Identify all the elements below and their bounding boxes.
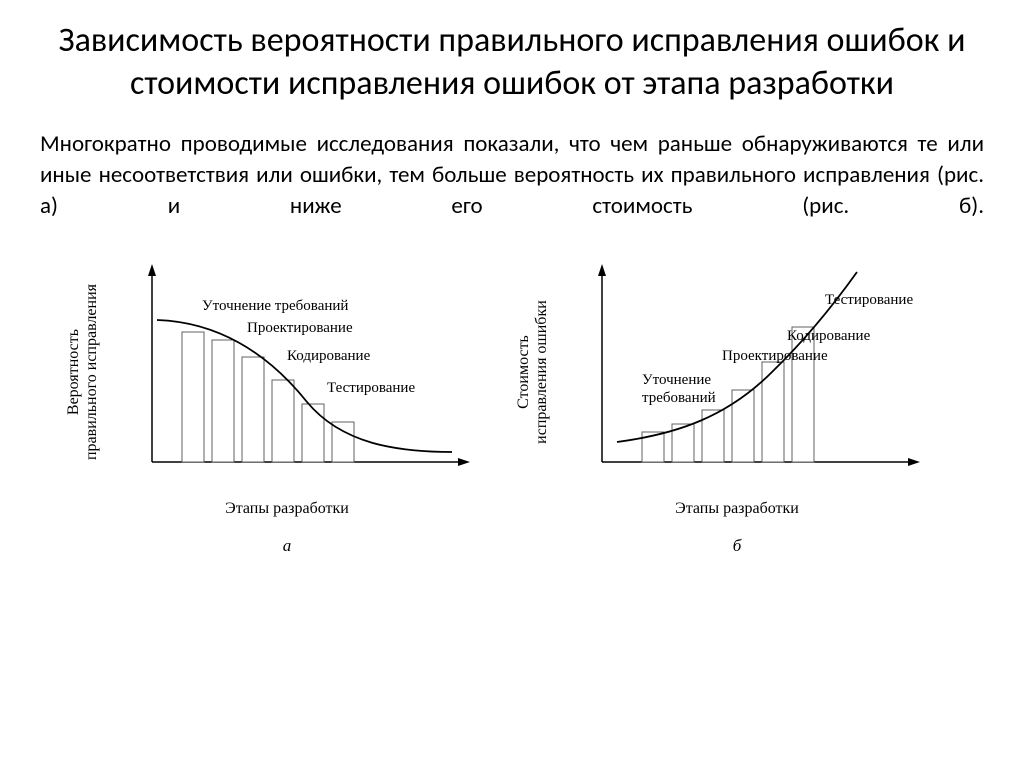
svg-text:Кодирование: Кодирование: [787, 328, 871, 344]
svg-text:Тестирование: Тестирование: [327, 380, 415, 396]
chart-a-sublabel: а: [283, 536, 292, 556]
svg-text:Проектирование: Проектирование: [722, 348, 828, 364]
chart-b-wrap: Стоимость исправления ошибки Тестировани…: [547, 252, 927, 556]
svg-text:Уточнение требований: Уточнение требований: [202, 298, 348, 314]
chart-b-ylabel: Стоимость исправления ошибки: [515, 262, 551, 482]
chart-a-ylabel: Вероятность правильного исправления: [65, 262, 101, 482]
svg-text:Уточнение: Уточнение: [642, 372, 711, 388]
svg-text:Тестирование: Тестирование: [825, 292, 913, 308]
chart-b-svg: Тестирование Кодирование Проектирование Уто…: [547, 252, 927, 492]
chart-a-wrap: Вероятность правильного исправления Уточ…: [97, 252, 477, 556]
intro-paragraph: Многократно проводимые исследования пока…: [40, 129, 984, 222]
svg-text:Проектирование: Проектирование: [247, 320, 353, 336]
svg-text:требований: требований: [642, 390, 716, 406]
chart-b-xlabel: Этапы разработки: [675, 500, 799, 518]
page-title: Зависимость вероятности правильного испр…: [40, 20, 984, 105]
charts-container: Вероятность правильного исправления Уточ…: [40, 252, 984, 556]
chart-b-sublabel: б: [733, 536, 742, 556]
chart-a-xlabel: Этапы разработки: [225, 500, 349, 518]
chart-a-svg: Уточнение требований Проектирование Кодиро…: [97, 252, 477, 492]
chart-a: Вероятность правильного исправления Уточ…: [97, 252, 477, 492]
chart-b: Стоимость исправления ошибки Тестировани…: [547, 252, 927, 492]
svg-text:Кодирование: Кодирование: [287, 348, 371, 364]
